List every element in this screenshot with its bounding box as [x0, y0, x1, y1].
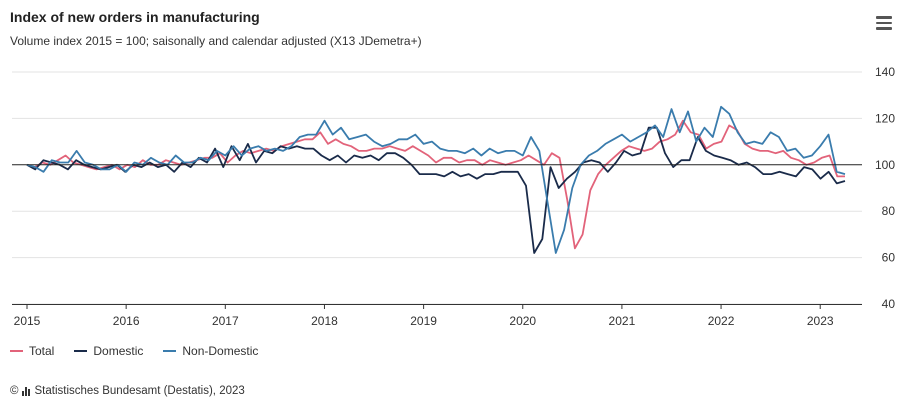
- legend-swatch-total: [10, 350, 23, 352]
- x-tick-label: 2017: [212, 314, 239, 328]
- x-tick-label: 2020: [509, 314, 536, 328]
- x-tick-label: 2018: [311, 314, 338, 328]
- legend-item-total[interactable]: Total: [10, 344, 54, 358]
- chart-subtitle: Volume index 2015 = 100; saisonally and …: [10, 34, 422, 48]
- chart-legend: Total Domestic Non-Domestic: [10, 344, 258, 358]
- chart-title: Index of new orders in manufacturing: [10, 9, 260, 25]
- y-tick-label: 100: [875, 158, 895, 172]
- y-tick-label: 80: [882, 204, 896, 218]
- legend-item-domestic[interactable]: Domestic: [74, 344, 143, 358]
- legend-swatch-non-domestic: [163, 350, 177, 352]
- legend-label-total: Total: [29, 344, 55, 358]
- legend-label-non-domestic: Non-Domestic: [182, 344, 259, 358]
- copyright-symbol: ©: [10, 385, 19, 397]
- x-tick-label: 2021: [609, 314, 636, 328]
- y-tick-label: 120: [875, 111, 895, 125]
- destatis-bars-icon: [22, 386, 31, 396]
- series-line-domestic: [26, 126, 846, 254]
- series-line-total: [26, 119, 845, 250]
- x-tick-label: 2023: [807, 314, 834, 328]
- legend-swatch-domestic: [74, 350, 88, 352]
- x-tick-label: 2022: [708, 314, 735, 328]
- legend-label-domestic: Domestic: [93, 344, 144, 358]
- credit-text: Statistisches Bundesamt (Destatis), 2023: [34, 385, 245, 397]
- y-tick-label: 140: [875, 65, 895, 79]
- series-line-non-domestic: [26, 105, 846, 254]
- legend-item-non-domestic[interactable]: Non-Domestic: [163, 344, 258, 358]
- y-tick-label: 60: [882, 251, 896, 265]
- x-tick-label: 2016: [113, 314, 140, 328]
- credit-line: © Statistisches Bundesamt (Destatis), 20…: [10, 385, 245, 397]
- hamburger-menu-icon[interactable]: [876, 16, 892, 30]
- y-tick-label: 40: [882, 297, 896, 311]
- x-tick-label: 2019: [410, 314, 437, 328]
- x-tick-label: 2015: [14, 314, 41, 328]
